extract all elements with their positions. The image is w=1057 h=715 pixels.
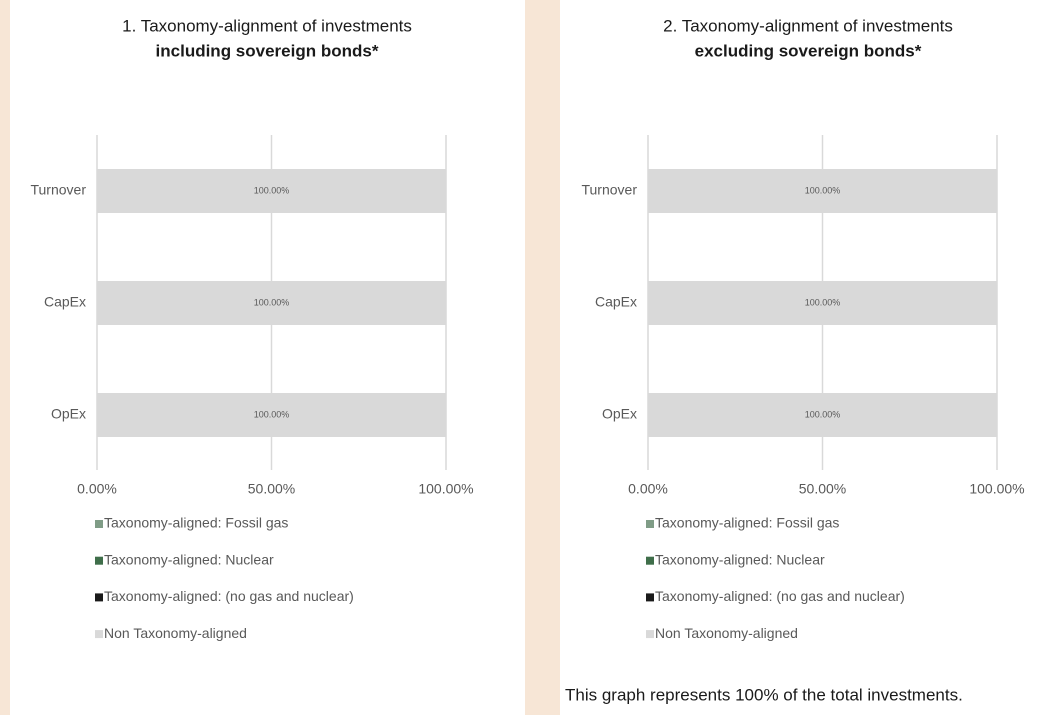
legend-swatch: [646, 520, 654, 528]
legend-label: Taxonomy-aligned: (no gas and nuclear): [655, 588, 905, 604]
bar-segment: [97, 393, 446, 437]
x-tick-label: 0.00%: [628, 481, 668, 497]
panel: [560, 0, 1057, 715]
legend-label: Taxonomy-aligned: Fossil gas: [655, 515, 839, 531]
y-tick-label: CapEx: [595, 294, 637, 310]
data-label: 100.00%: [254, 185, 290, 195]
bar-segment: [97, 281, 446, 325]
data-label: 100.00%: [805, 409, 841, 419]
legend-label: Non Taxonomy-aligned: [655, 625, 798, 641]
legend-swatch: [95, 593, 103, 602]
legend-label: Taxonomy-aligned: Nuclear: [104, 551, 274, 567]
legend-swatch: [95, 630, 103, 639]
bar-segment: [648, 393, 997, 437]
x-tick-label: 50.00%: [248, 481, 295, 497]
data-label: 100.00%: [254, 297, 290, 307]
legend-label: Taxonomy-aligned: Nuclear: [655, 551, 825, 567]
x-tick-label: 100.00%: [969, 481, 1024, 497]
x-tick-label: 50.00%: [799, 481, 846, 497]
legend-swatch: [646, 593, 654, 602]
x-tick-label: 0.00%: [77, 481, 117, 497]
bar-segment: [648, 281, 997, 325]
chart-title: excluding sovereign bonds*: [695, 41, 922, 60]
chart-title: 2. Taxonomy-alignment of investments: [663, 16, 953, 35]
data-label: 100.00%: [254, 409, 290, 419]
data-label: 100.00%: [805, 185, 841, 195]
panel: [10, 0, 525, 715]
legend-label: Taxonomy-aligned: Fossil gas: [104, 515, 288, 531]
legend-swatch: [95, 520, 103, 528]
legend-label: Non Taxonomy-aligned: [104, 625, 247, 641]
y-tick-label: Turnover: [581, 182, 637, 198]
legend-swatch: [646, 556, 654, 565]
chart-title: 1. Taxonomy-alignment of investments: [122, 16, 412, 35]
y-tick-label: OpEx: [51, 406, 86, 422]
x-tick-label: 100.00%: [418, 481, 473, 497]
y-tick-label: OpEx: [602, 406, 637, 422]
chart-title: including sovereign bonds*: [156, 41, 379, 60]
legend-label: Taxonomy-aligned: (no gas and nuclear): [104, 588, 354, 604]
data-label: 100.00%: [805, 297, 841, 307]
legend-swatch: [95, 556, 103, 565]
bar-segment: [648, 169, 997, 213]
legend-swatch: [646, 630, 654, 639]
bar-segment: [97, 169, 446, 213]
y-tick-label: Turnover: [30, 182, 86, 198]
note: This graph represents 100% of the total …: [565, 685, 963, 704]
y-tick-label: CapEx: [44, 294, 86, 310]
